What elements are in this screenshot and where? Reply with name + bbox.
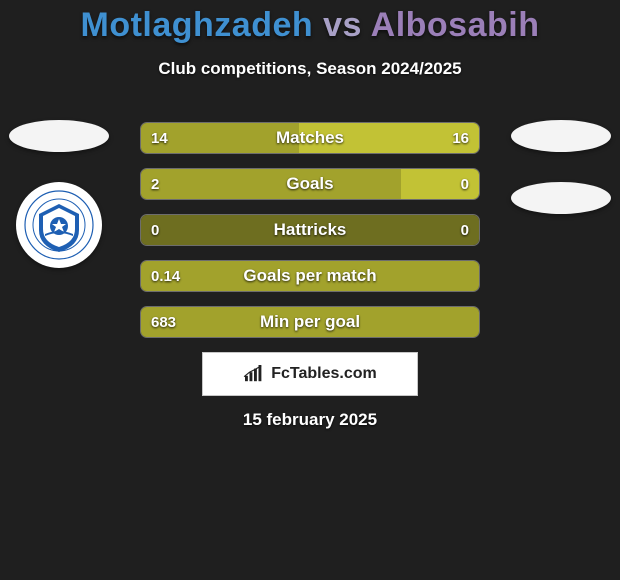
left-badges-column bbox=[4, 120, 114, 268]
bar-fill-left bbox=[141, 307, 479, 337]
bar-row: Min per goal683 bbox=[140, 306, 480, 338]
player-a-club-badge bbox=[16, 182, 102, 268]
club-crest-icon bbox=[24, 190, 94, 260]
bar-fill-left bbox=[141, 123, 299, 153]
player-a-country-ellipse bbox=[9, 120, 109, 152]
bar-row: Matches1416 bbox=[140, 122, 480, 154]
title-player-a: Motlaghzadeh bbox=[81, 6, 314, 44]
bar-row: Goals20 bbox=[140, 168, 480, 200]
bar-fill-left bbox=[141, 261, 479, 291]
page-title: Motlaghzadeh vs Albosabih bbox=[0, 6, 620, 45]
brand-box[interactable]: FcTables.com bbox=[202, 352, 418, 396]
comparison-bars: Matches1416 Goals20 Hattricks00 Goals per m… bbox=[140, 122, 480, 338]
date-label: 15 february 2025 bbox=[0, 410, 620, 430]
bar-fill-left bbox=[141, 169, 401, 199]
bar-row: Goals per match0.14 bbox=[140, 260, 480, 292]
title-player-b: Albosabih bbox=[371, 6, 540, 44]
infographic-root: Motlaghzadeh vs Albosabih Club competiti… bbox=[0, 0, 620, 580]
bar-chart-icon bbox=[243, 365, 265, 383]
bar-row: Hattricks00 bbox=[140, 214, 480, 246]
bar-track bbox=[141, 215, 479, 245]
bar-fill-right bbox=[401, 169, 479, 199]
bar-fill-right bbox=[299, 123, 479, 153]
brand-label: FcTables.com bbox=[271, 365, 377, 383]
title-vs: vs bbox=[323, 6, 362, 44]
player-b-club-ellipse bbox=[511, 182, 611, 214]
right-badges-column bbox=[506, 120, 616, 214]
player-b-country-ellipse bbox=[511, 120, 611, 152]
subtitle: Club competitions, Season 2024/2025 bbox=[0, 59, 620, 79]
